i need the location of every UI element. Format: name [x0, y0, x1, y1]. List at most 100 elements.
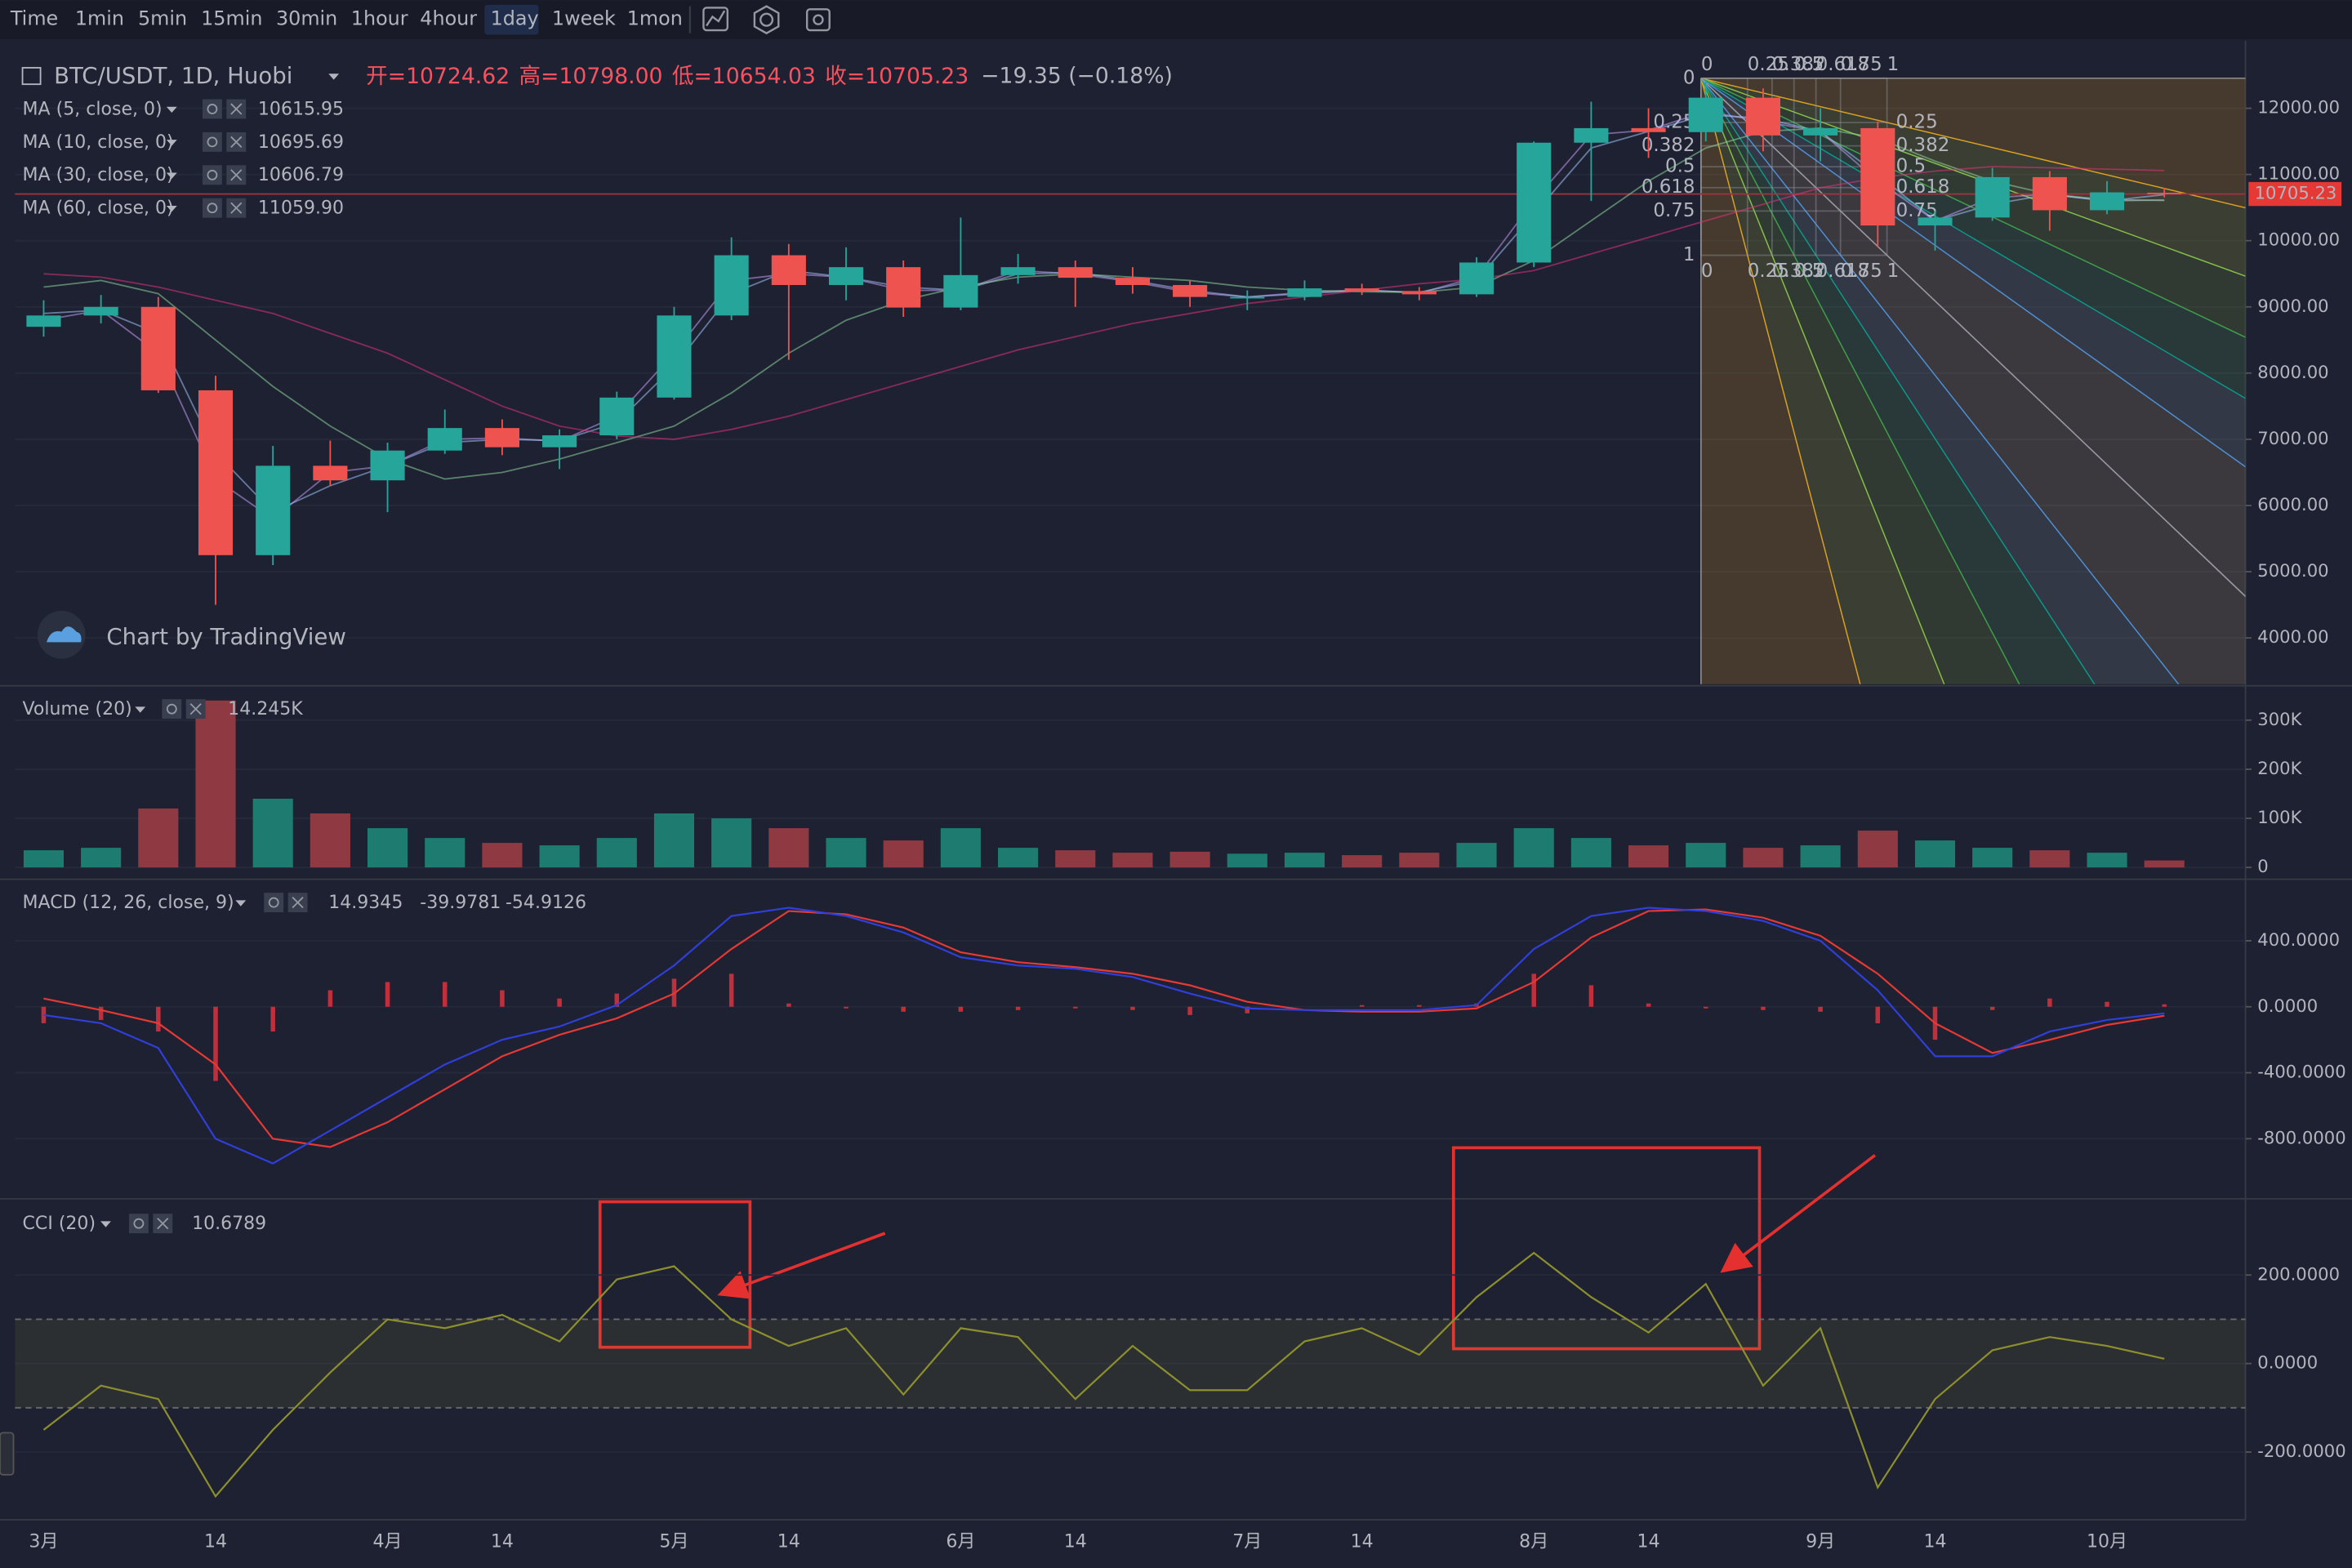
- ohlc-value: 10654.03: [712, 63, 816, 88]
- settings-button[interactable]: [128, 1214, 149, 1234]
- x-tick-label: 14: [1923, 1531, 1946, 1552]
- y-tick-label: 200K: [2257, 758, 2302, 778]
- screenshot-button[interactable]: [805, 8, 831, 32]
- interval-button[interactable]: 15min: [201, 7, 262, 30]
- volume-bar: [940, 828, 981, 868]
- candle-body: [1803, 127, 1838, 136]
- fib-label: 0.618: [1816, 54, 1870, 75]
- volume-bar: [482, 843, 523, 868]
- fib-line: [1700, 78, 2246, 468]
- indicator-button[interactable]: [702, 7, 729, 32]
- volume-bar: [1227, 853, 1267, 868]
- scroll-handle[interactable]: [0, 1432, 15, 1476]
- signal-line: [43, 908, 2165, 1148]
- interval-button[interactable]: 1week: [552, 7, 616, 30]
- candle-body: [1287, 288, 1322, 297]
- dropdown-caret: [166, 106, 177, 114]
- volume-bar: [1169, 851, 1210, 868]
- volume-bar: [1399, 853, 1440, 868]
- interval-button[interactable]: 1min: [75, 7, 124, 30]
- settings-button[interactable]: [202, 131, 222, 152]
- settings-icon: [207, 136, 218, 148]
- y-tick-label: 7000.00: [2257, 428, 2328, 448]
- settings-button[interactable]: [264, 893, 284, 913]
- dropdown-caret: [166, 140, 177, 146]
- volume-bar: [2029, 850, 2070, 868]
- y-tick-label: 11000.00: [2257, 163, 2340, 184]
- candle-body: [1918, 217, 1953, 226]
- candle-body: [1173, 285, 1208, 297]
- y-tick-label: -200.0000: [2257, 1441, 2345, 1461]
- settings-icon: [207, 203, 218, 214]
- candle-body: [1058, 267, 1093, 278]
- candle-body: [26, 315, 61, 327]
- interval-button[interactable]: 4hour: [420, 7, 477, 30]
- interval-button[interactable]: 1mon: [627, 7, 683, 30]
- candle-body: [1115, 278, 1150, 286]
- x-tick-label: 14: [1351, 1531, 1374, 1552]
- candle-body: [1745, 97, 1780, 136]
- legend-value: 10695.69: [258, 132, 344, 153]
- toolbar: [0, 0, 2352, 40]
- arrow: [717, 1232, 886, 1299]
- remove-icon: [292, 897, 304, 909]
- dropdown-caret: [166, 205, 177, 212]
- fib-line: [1700, 78, 2096, 684]
- interval-button[interactable]: 5min: [138, 7, 187, 30]
- fib-label: 0.25: [1748, 54, 1789, 75]
- volume-bar: [1456, 843, 1497, 868]
- settings-icon: [268, 897, 279, 908]
- active-interval-bg: [484, 4, 539, 35]
- settings-button[interactable]: [162, 699, 182, 719]
- interval-button[interactable]: Time: [10, 7, 58, 30]
- annotations: [598, 1146, 1877, 1351]
- candle-body: [1230, 296, 1265, 299]
- settings-icon: [207, 104, 218, 114]
- cci-line: [42, 1251, 2165, 1499]
- candle-body: [1344, 288, 1379, 292]
- legend-value: -54.9126: [506, 893, 586, 913]
- volume-bar: [1628, 845, 1669, 868]
- settings-button[interactable]: [760, 12, 774, 27]
- remove-icon: [230, 136, 243, 148]
- cci-band: [15, 1319, 2246, 1408]
- volume-bar: [826, 838, 866, 868]
- volume-bar: [1972, 848, 2013, 868]
- volume-bar: [1857, 831, 1898, 868]
- y-tick-label: 5000.00: [2257, 560, 2328, 581]
- volume-bar: [23, 850, 65, 868]
- y-tick-label: 8000.00: [2257, 362, 2328, 382]
- interval-button[interactable]: 1hour: [351, 7, 408, 30]
- candle-body: [1000, 267, 1036, 275]
- x-tick-label: 14: [491, 1531, 514, 1552]
- settings-button[interactable]: [202, 165, 222, 185]
- fib-label: 0.382: [1772, 261, 1826, 282]
- settings-icon: [753, 5, 780, 35]
- fib-label: 0.5: [1794, 261, 1824, 282]
- ohlc-value: 10798.00: [559, 63, 662, 88]
- interval-button[interactable]: 1day: [491, 7, 539, 30]
- x-tick-label: 5月: [659, 1531, 688, 1552]
- legend-name: MA (10, close, 0): [23, 132, 174, 153]
- candle-body: [771, 255, 806, 286]
- legend-value: 10615.95: [258, 99, 344, 119]
- volume-bar: [539, 845, 580, 868]
- y-tick-label: 6000.00: [2257, 494, 2328, 514]
- fib-line: [1700, 78, 1945, 684]
- volume-bar: [1686, 843, 1726, 868]
- ma-line: [43, 166, 2165, 440]
- interval-button[interactable]: 30min: [276, 7, 337, 30]
- remove-icon: [230, 202, 243, 214]
- volume-bar: [1513, 828, 1554, 868]
- last-price-tag: [2248, 181, 2342, 207]
- candle-body: [1688, 97, 1723, 132]
- x-tick-label: 8月: [1519, 1531, 1548, 1552]
- legend-value: 10.6789: [192, 1214, 266, 1234]
- settings-button[interactable]: [202, 198, 222, 218]
- fib-label: 0.5: [1665, 156, 1695, 177]
- y-tick-label: 400.0000: [2257, 929, 2340, 950]
- y-tick-label: 9000.00: [2257, 296, 2328, 316]
- settings-button[interactable]: [202, 99, 222, 119]
- fib-label: 0: [1701, 54, 1713, 75]
